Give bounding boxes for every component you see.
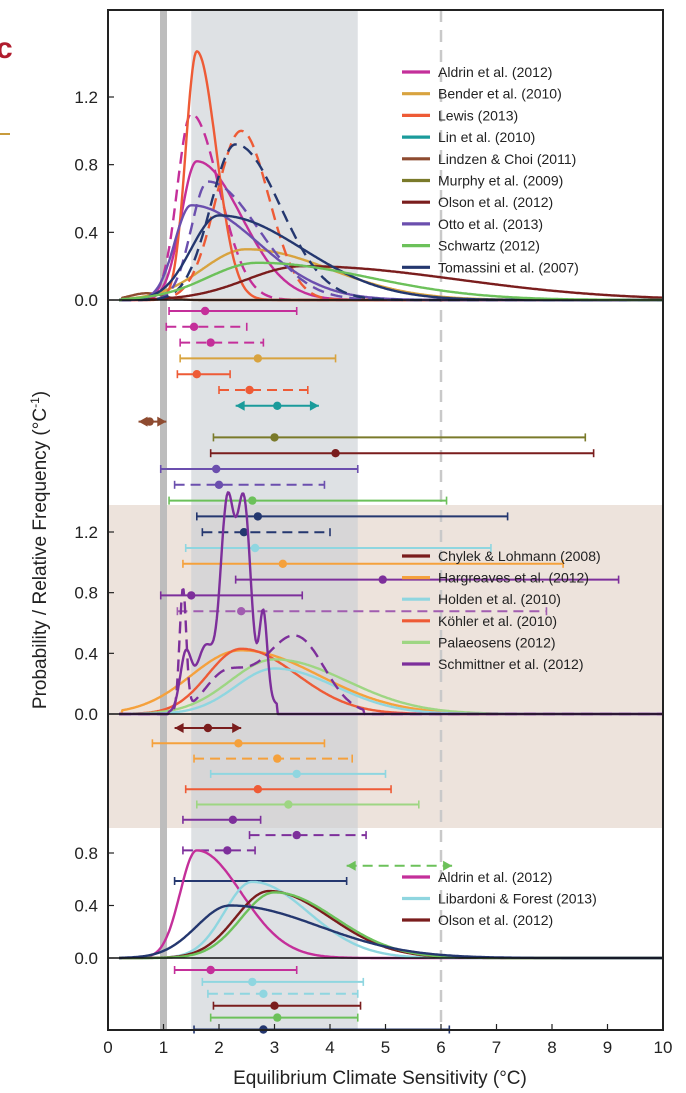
range-arrow-left (174, 723, 184, 733)
palaeo-y-tick-label: 0.0 (74, 705, 98, 724)
range-median-dot (223, 846, 232, 855)
x-tick-label: 8 (547, 1038, 556, 1057)
range-median-dot (245, 385, 254, 395)
range-arrow-right (157, 416, 167, 427)
x-axis-title: Equilibrium Climate Sensitivity (°C) (233, 1068, 527, 1089)
x-tick-label: 9 (603, 1038, 612, 1057)
range-median-dot (270, 433, 279, 442)
range-median-dot (248, 977, 257, 987)
instrumental-legend-label: Lewis (2013) (438, 107, 518, 123)
range-median-dot (259, 989, 268, 998)
instrumental-legend-label: Aldrin et al. (2012) (438, 64, 552, 80)
combined-y-tick-label: 0.4 (74, 897, 98, 916)
range-arrow-right (232, 723, 242, 733)
y-axis-title-end: ) (30, 391, 51, 397)
x-tick-label: 0 (103, 1038, 112, 1057)
x-tick-label: 6 (436, 1038, 445, 1057)
range-median-dot (248, 496, 257, 505)
combined-y-tick-label: 0.0 (74, 949, 98, 968)
x-tick-label: 4 (325, 1038, 334, 1057)
y-axis-title-main: Probability / Relative Frequency (°C (30, 408, 51, 709)
range-median-dot (214, 480, 224, 489)
palaeo-legend-label: Schmittner et al. (2012) (438, 656, 584, 672)
range-median-dot (212, 464, 221, 474)
range-median-dot (273, 401, 282, 410)
range-median-dot (187, 591, 196, 600)
x-tick-label: 3 (270, 1038, 279, 1057)
uncertainty-ranges (138, 306, 620, 1034)
palaeo-y-tick-label: 1.2 (74, 523, 98, 542)
x-tick-label: 5 (381, 1038, 390, 1057)
x-tick-label: 1 (159, 1038, 168, 1057)
range-median-dot (378, 575, 387, 584)
range-median-dot (270, 1001, 279, 1010)
background-layer (108, 10, 663, 1030)
palaeo-legend-label: Chylek & Lohmann (2008) (438, 548, 601, 564)
range-median-dot (273, 754, 282, 763)
instrumental-pdf-curve (119, 265, 664, 302)
panel-letter: c (0, 32, 13, 65)
x-tick-label: 2 (214, 1038, 223, 1057)
range-median-dot (237, 607, 246, 616)
combined-legend-label: Libardoni & Forest (2013) (438, 891, 597, 907)
instrumental-legend-label: Schwartz (2012) (438, 238, 540, 254)
range-median-dot (203, 723, 213, 733)
range-median-dot (250, 543, 260, 553)
palaeo-legend-label: Hargreaves et al. (2012) (438, 570, 589, 586)
legends: Aldrin et al. (2012) Bender et al. (2010)… (402, 64, 601, 928)
x-tick-label: 10 (654, 1038, 673, 1057)
range-arrow-left (138, 416, 148, 427)
combined-legend-label: Olson et al. (2012) (438, 912, 553, 928)
range-median-dot (253, 354, 263, 363)
instrumental-y-tick-label: 0.8 (74, 156, 98, 175)
range-median-dot (192, 370, 201, 379)
range-median-dot (206, 965, 215, 975)
likely-range-band (191, 10, 358, 1030)
range-median-dot (292, 769, 301, 779)
range-median-dot (253, 785, 263, 794)
range-median-dot (206, 338, 215, 347)
x-tick-label: 7 (492, 1038, 501, 1057)
range-median-dot (278, 559, 288, 568)
range-median-dot (189, 322, 199, 331)
instrumental-legend-label: Olson et al. (2012) (438, 194, 553, 210)
instrumental-legend-label: Lindzen & Choi (2011) (438, 151, 576, 167)
range-arrow-right (309, 400, 319, 411)
range-median-dot (234, 739, 243, 748)
range-median-dot (200, 306, 210, 316)
combined-y-tick-label: 0.8 (74, 844, 98, 863)
palaeo-y-tick-label: 0.8 (74, 584, 98, 603)
instrumental-y-tick-label: 0.4 (74, 223, 98, 242)
palaeo-y-tick-label: 0.4 (74, 644, 98, 663)
y-axis-title: Probability / Relative Frequency (°C-1) (28, 391, 51, 709)
y-axis-title-exp: -1 (28, 397, 42, 408)
range-arrow-left (235, 400, 245, 411)
range-arrow-left (346, 860, 356, 871)
palaeo-legend-label: Köhler et al. (2010) (438, 613, 557, 629)
instrumental-legend-label: Otto et al. (2013) (438, 216, 543, 232)
instrumental-y-tick-label: 1.2 (74, 88, 98, 107)
combined-legend-label: Aldrin et al. (2012) (438, 869, 552, 885)
range-median-dot (239, 528, 249, 537)
range-arrow-right (443, 860, 453, 871)
axes: 0.0 0.4 0.8 1.2 0.0 0.4 0.8 1.2 0.0 0.4 0.8 0 1 2 3 4 5 6… (74, 9, 673, 1057)
instrumental-y-tick-label: 0.0 (74, 291, 98, 310)
range-median-dot (228, 815, 238, 824)
range-median-dot (331, 449, 340, 458)
palaeo-legend-label: Holden et al. (2010) (438, 591, 561, 607)
instrumental-legend-label: Tomassini et al. (2007) (438, 259, 579, 275)
instrumental-legend-label: Murphy et al. (2009) (438, 173, 563, 189)
instrumental-legend-label: Bender et al. (2010) (438, 86, 562, 102)
range-median-dot (284, 800, 293, 809)
range-median-dot (292, 830, 301, 840)
range-median-dot (145, 417, 154, 426)
range-median-dot (253, 512, 263, 521)
instrumental-legend-label: Lin et al. (2010) (438, 129, 535, 145)
palaeo-legend-label: Palaeosens (2012) (438, 634, 556, 650)
range-median-dot (273, 1013, 282, 1022)
